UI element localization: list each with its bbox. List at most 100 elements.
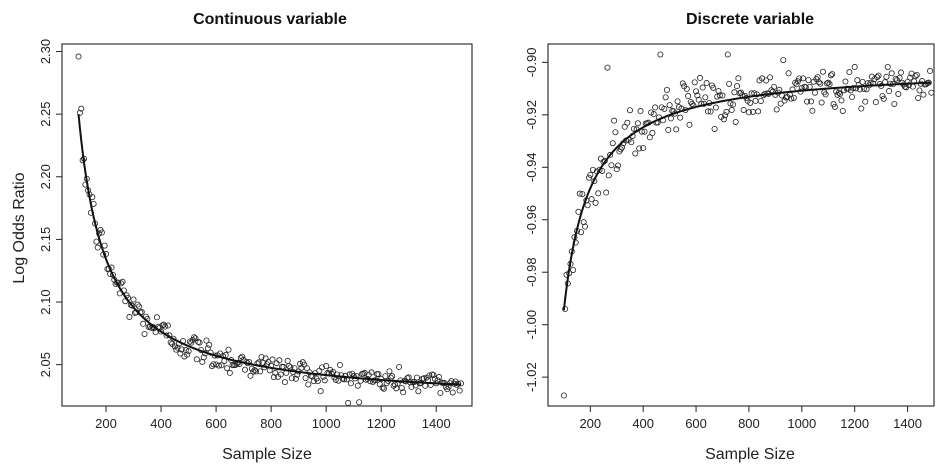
data-point [93, 238, 100, 245]
data-point [305, 381, 312, 388]
data-point [613, 166, 620, 173]
data-point [449, 389, 456, 396]
chart-title: Continuous variable [193, 11, 347, 28]
data-point [215, 362, 222, 369]
data-point [360, 370, 367, 377]
data-point [913, 71, 920, 78]
data-point [136, 303, 143, 310]
data-point [272, 369, 279, 376]
data-point [826, 81, 833, 88]
data-point [576, 190, 583, 197]
data-point [430, 371, 437, 378]
x-tick-label: 400 [632, 416, 654, 431]
data-point [691, 79, 698, 86]
data-point [755, 108, 762, 115]
data-point [916, 87, 923, 94]
data-point [630, 125, 637, 132]
y-axis: 2.05 2.10 2.15 2.20 2.25 2.30 [38, 39, 62, 377]
data-point [849, 94, 856, 101]
data-point [753, 91, 760, 98]
x-tick-label: 1400 [422, 416, 451, 431]
data-point [794, 78, 801, 85]
data-point [226, 369, 233, 376]
y-tick-label: -0.92 [524, 100, 539, 130]
data-point [632, 150, 639, 157]
data-point [78, 105, 85, 112]
data-point [621, 123, 628, 130]
discrete-variable-panel: Discrete variable 200 400 600 800 1000 1200 14… [524, 11, 935, 463]
data-point [785, 70, 792, 77]
data-point [321, 377, 328, 384]
fit-curve [562, 81, 932, 311]
data-point [158, 328, 165, 335]
data-point [162, 323, 169, 330]
data-point [138, 309, 145, 316]
data-point [880, 95, 887, 102]
data-point [286, 362, 293, 369]
data-point [838, 97, 845, 104]
data-point [667, 115, 674, 122]
data-point [456, 387, 463, 394]
data-point [338, 372, 345, 379]
data-point [277, 371, 284, 378]
data-point [141, 330, 148, 337]
data-point [815, 79, 822, 86]
data-point [781, 97, 788, 104]
data-point [722, 112, 729, 119]
data-point [657, 51, 664, 58]
data-point [663, 86, 670, 93]
data-point [347, 380, 354, 387]
data-point [728, 107, 735, 114]
data-point [76, 109, 83, 116]
data-points [560, 51, 935, 399]
data-point [731, 89, 738, 96]
data-point [375, 371, 382, 378]
data-point [883, 73, 890, 80]
x-tick-label: 1200 [840, 416, 869, 431]
data-point [386, 368, 393, 375]
data-point [171, 343, 178, 350]
data-point [768, 87, 775, 94]
data-point [204, 345, 211, 352]
data-point [376, 381, 383, 388]
data-point [634, 120, 641, 127]
y-tick-label: -1.02 [524, 362, 539, 392]
data-point [191, 334, 198, 341]
data-point [269, 356, 276, 363]
data-point [354, 382, 361, 389]
data-point [788, 95, 795, 102]
data-point [812, 89, 819, 96]
x-axis-label: Sample Size [222, 446, 312, 463]
data-point [224, 365, 231, 372]
data-point [582, 223, 589, 230]
x-tick-label: 1000 [312, 416, 341, 431]
data-point [164, 322, 171, 329]
data-point [855, 82, 862, 89]
data-point [400, 389, 407, 396]
data-point [398, 384, 405, 391]
data-point [118, 280, 125, 287]
y-axis-label: Log Odds Ratio [11, 172, 28, 283]
data-point [615, 162, 622, 169]
x-axis: 200 400 600 800 1000 1200 1400 [95, 406, 451, 431]
data-point [677, 114, 684, 121]
data-point [817, 80, 824, 87]
data-point [827, 72, 834, 79]
y-axis: -1.02 -1.00 -0.98 -0.96 -0.94 -0.92 -0.90 [524, 48, 548, 392]
data-point [854, 77, 861, 84]
data-point [823, 80, 830, 87]
data-point [206, 341, 213, 348]
data-point [250, 368, 257, 375]
data-point [777, 100, 784, 107]
data-point [773, 106, 780, 113]
data-point [686, 121, 693, 128]
data-point [617, 146, 624, 153]
data-point [356, 399, 363, 406]
data-point [735, 75, 742, 82]
data-point [247, 372, 254, 379]
x-tick-label: 600 [685, 416, 707, 431]
data-point [715, 87, 722, 94]
data-point [241, 366, 248, 373]
x-tick-label: 600 [205, 416, 227, 431]
